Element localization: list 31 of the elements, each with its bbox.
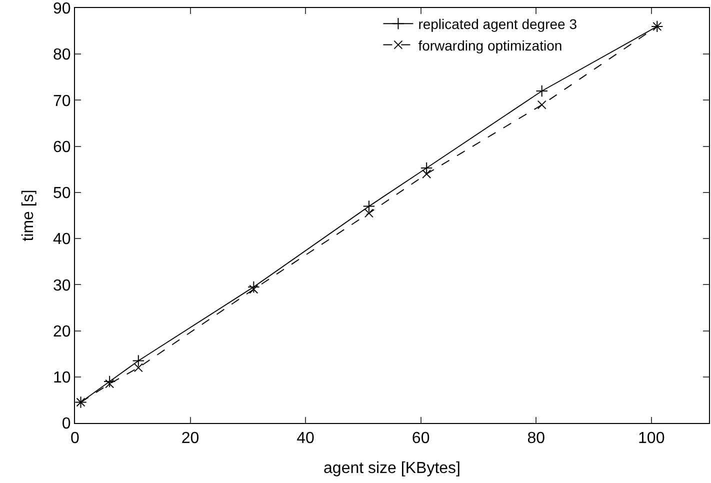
y-axis-title: time [s]	[20, 190, 37, 242]
point	[105, 379, 114, 388]
point	[248, 280, 260, 294]
y-tick-label: 40	[53, 231, 71, 248]
y-tick-label: 0	[62, 416, 71, 433]
y-tick-label: 90	[53, 0, 71, 18]
y-tick-label: 70	[53, 92, 71, 110]
point	[132, 354, 144, 367]
point	[249, 284, 258, 294]
point	[364, 208, 374, 218]
point	[422, 170, 432, 178]
point	[537, 100, 546, 110]
x-tick-label: 60	[412, 430, 430, 448]
y-tick-label: 60	[53, 138, 71, 156]
x-axis-title: agent size [KBytes]	[324, 460, 460, 477]
x-tick-label: 80	[527, 430, 546, 448]
x-tick-label: 40	[296, 430, 315, 448]
y-tick-label: 30	[53, 277, 71, 294]
point	[134, 363, 143, 372]
point	[103, 375, 116, 388]
point	[362, 200, 376, 212]
y-tick-label: 80	[53, 46, 71, 64]
point	[420, 162, 433, 174]
y-tick-label: 50	[53, 185, 71, 202]
x-tick-label: 20	[181, 430, 200, 448]
y-tick-label: 20	[53, 323, 71, 340]
legend-label: replicated agent degree 3	[418, 16, 578, 32]
x-tick-label: 100	[638, 430, 665, 448]
legend-label: forwarding optimization	[418, 37, 562, 54]
point	[536, 84, 548, 98]
y-tick-label: 10	[53, 369, 71, 386]
